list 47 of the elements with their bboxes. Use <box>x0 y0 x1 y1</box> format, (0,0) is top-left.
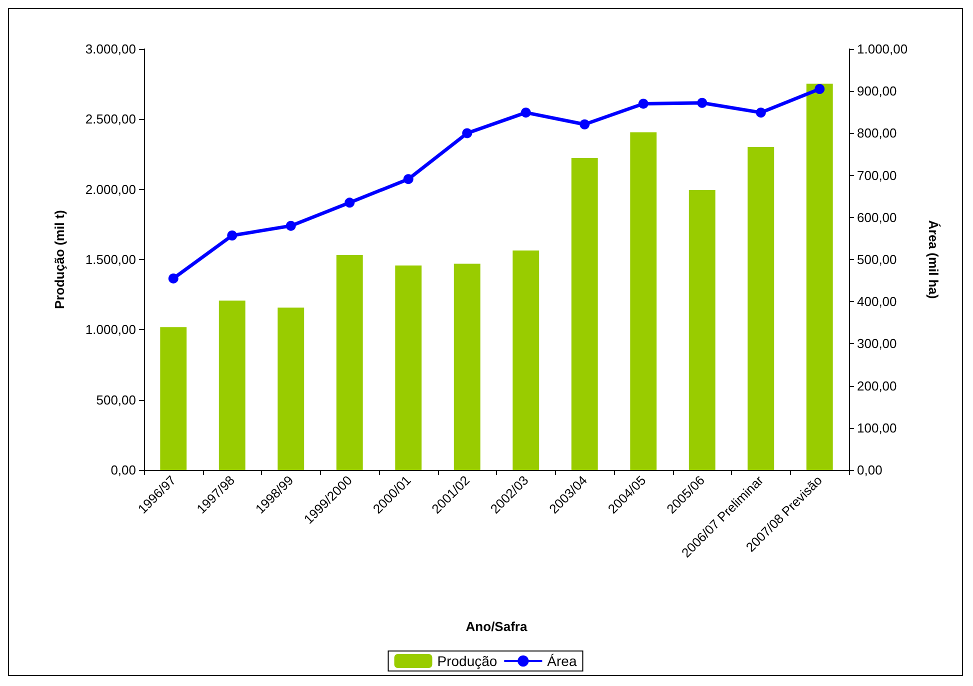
point <box>697 98 708 108</box>
y2-tick-label: 100,00 <box>857 420 897 436</box>
legend-label: Área <box>547 653 577 669</box>
bar <box>571 158 598 470</box>
y2-tick-label: 200,00 <box>857 378 897 394</box>
point <box>403 174 414 184</box>
point <box>227 230 238 240</box>
y2-tick-label: 300,00 <box>857 336 897 352</box>
bar <box>160 327 187 470</box>
y2-tick-label: 700,00 <box>857 168 897 183</box>
bar <box>688 190 716 470</box>
y2-tick-label: 600,00 <box>857 210 897 225</box>
y2-tick-label: 800,00 <box>857 126 897 141</box>
y2-tick-label: 1.000,00 <box>857 42 908 56</box>
point <box>814 84 825 94</box>
y-tick-label: 3.000,00 <box>85 42 136 56</box>
y-tick-label: 0,00 <box>110 462 136 478</box>
bar <box>630 132 657 470</box>
y2-tick-label: 900,00 <box>857 84 897 99</box>
y-tick-label: 1.000,00 <box>85 322 136 338</box>
legend-label: Produção <box>437 653 498 669</box>
y-tick-label: 1.500,00 <box>85 252 136 267</box>
y2-tick-label: 400,00 <box>857 294 897 310</box>
point <box>580 119 590 130</box>
point <box>638 98 648 109</box>
y2-tick-label: 0,00 <box>857 462 882 478</box>
y-axis-title: Produção (mil t) <box>52 210 67 309</box>
bar <box>512 250 540 470</box>
point <box>462 128 472 138</box>
point <box>756 108 766 118</box>
y-tick-label: 2.000,00 <box>85 182 136 197</box>
point <box>344 198 355 208</box>
bar <box>748 146 774 470</box>
y2-tick-label: 500,00 <box>857 252 897 267</box>
y2-axis-title: Área (mil ha) <box>926 220 941 299</box>
point <box>286 220 296 231</box>
point <box>168 273 178 284</box>
bar <box>454 264 480 470</box>
y-tick-label: 2.500,00 <box>85 112 136 127</box>
bar <box>278 308 304 470</box>
bar <box>218 300 246 470</box>
x-axis-title: Ano/Safra <box>466 619 528 634</box>
bar <box>395 266 422 470</box>
point <box>520 108 531 118</box>
bar <box>806 84 833 470</box>
bar <box>336 255 363 470</box>
y-tick-label: 500,00 <box>96 392 136 408</box>
